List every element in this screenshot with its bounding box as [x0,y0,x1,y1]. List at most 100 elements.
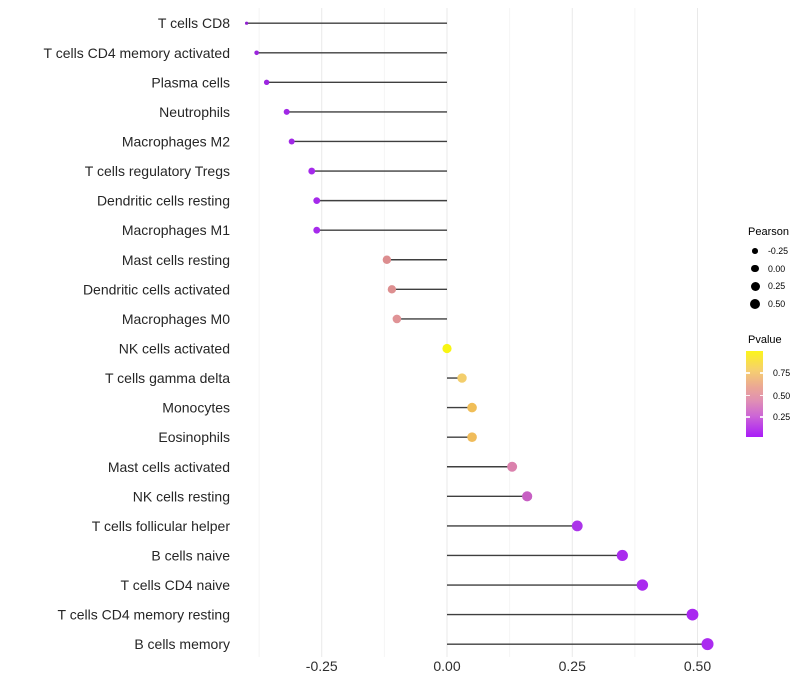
colorbar-tick-label: 0.75 [773,368,791,378]
legend-size-label: 0.50 [768,299,786,310]
data-point [467,432,477,442]
category-label: NK cells resting [133,488,230,504]
legend-size-entry: 0.50 [741,295,789,313]
category-label: Macrophages M1 [122,222,230,238]
category-label: B cells memory [134,636,230,652]
lollipop-row: T cells CD8 [158,15,447,31]
data-point [245,21,249,25]
data-point [392,314,402,324]
legend-size-dot [750,281,760,291]
category-label: Macrophages M2 [122,133,230,149]
lollipop-row: Plasma cells [151,74,447,90]
lollipop-row: T cells regulatory Tregs [85,163,447,179]
colorbar-tick-label: 0.25 [773,412,791,422]
colorbar-tick-mark [759,394,763,397]
lollipop-row: B cells naive [151,547,628,563]
legend-size-dot-cell [748,248,762,254]
data-point [283,108,290,115]
gridlines [258,8,698,657]
legend-size-entry: -0.25 [741,242,789,260]
data-point [313,226,321,234]
data-point [616,549,628,562]
data-point [263,79,270,86]
data-point [571,520,583,532]
category-label: T cells CD4 memory resting [58,607,230,623]
legend-size-label: -0.25 [768,245,789,256]
x-tick-label: 0.25 [559,658,586,674]
lollipop-row: T cells CD4 naive [121,577,649,593]
legend-size-label: 0.25 [768,281,786,292]
category-label: B cells naive [151,547,230,563]
colorbar-tick-mark [746,372,750,374]
data-point [382,255,392,264]
data-point [467,402,477,413]
legend-size-dot [752,248,758,254]
data-point [308,167,316,175]
category-label: Neutrophils [159,104,230,120]
lollipop-row: Macrophages M0 [122,311,447,327]
lollipop-row: Mast cells resting [122,252,447,268]
lollipop-row: Dendritic cells activated [83,281,447,297]
lollipop-rows: T cells CD8 T cells CD4 memory activated P… [44,15,714,652]
data-point [507,461,518,472]
lollipop-row: NK cells activated [119,340,452,356]
x-tick-label: -0.25 [306,658,338,674]
lollipop-row: Macrophages M2 [122,133,447,149]
colorbar-tick-mark [746,394,750,397]
colorbar-tick-mark [746,416,750,418]
data-point [288,138,295,145]
data-point [701,638,714,651]
lollipop-row: Neutrophils [159,104,447,120]
data-point [254,50,259,56]
data-point [686,608,699,621]
lollipop-row: Mast cells activated [108,459,518,475]
legend-size-dot-cell [748,265,762,273]
lollipop-row: T cells follicular helper [92,518,583,534]
lollipop-row: Monocytes [162,400,477,416]
x-axis: -0.25 0.00 0.25 0.50 [306,658,712,674]
lollipop-row: B cells memory [134,636,714,652]
category-label: Mast cells activated [108,459,230,475]
category-label: Monocytes [162,400,230,416]
legend-pvalue-title: Pvalue [748,334,782,346]
category-label: Mast cells resting [122,252,230,268]
legend-size-dot-cell [748,299,762,310]
data-point [442,343,452,354]
legend-pearson-entries: -0.25 0.00 0.25 0.50 [741,242,789,313]
data-point [457,373,467,383]
category-label: T cells gamma delta [105,370,230,386]
x-tick-label: 0.00 [433,658,460,674]
legend-size-dot [749,299,761,310]
x-tick-label: 0.50 [684,658,711,674]
lollipop-row: T cells gamma delta [105,370,467,386]
lollipop-row: Eosinophils [158,429,477,445]
data-point [522,491,533,502]
data-point [313,197,321,205]
lollipop-row: Macrophages M1 [122,222,447,238]
lollipop-row: T cells CD4 memory activated [44,45,447,61]
legend-size-label: 0.00 [768,263,786,274]
data-point [387,285,397,294]
lollipop-row: NK cells resting [133,488,533,504]
category-label: Dendritic cells resting [97,193,230,209]
legend-size-entry: 0.25 [741,278,789,296]
colorbar-tick-mark [759,416,763,418]
colorbar-tick-label: 0.50 [773,390,791,401]
legend-pvalue: Pvalue 0.75 0.50 0.25 [741,334,790,437]
category-label: Eosinophils [158,429,230,445]
pvalue-colorbar-wrap: 0.75 0.50 0.25 [746,351,790,437]
legend-size-dot-cell [748,281,762,291]
category-label: Dendritic cells activated [83,281,230,297]
category-label: NK cells activated [119,340,230,356]
category-label: T cells CD8 [158,15,230,31]
legend-size-entry: 0.00 [741,260,789,278]
legend-pearson: Pearson -0.25 0.00 0.25 0.50 [741,226,789,313]
pvalue-colorbar [746,351,763,437]
lollipop-row: T cells CD4 memory resting [58,607,699,623]
data-point [636,579,649,591]
category-label: T cells CD4 memory activated [44,45,230,61]
legend-pearson-title: Pearson [748,226,789,238]
category-label: T cells CD4 naive [121,577,231,593]
